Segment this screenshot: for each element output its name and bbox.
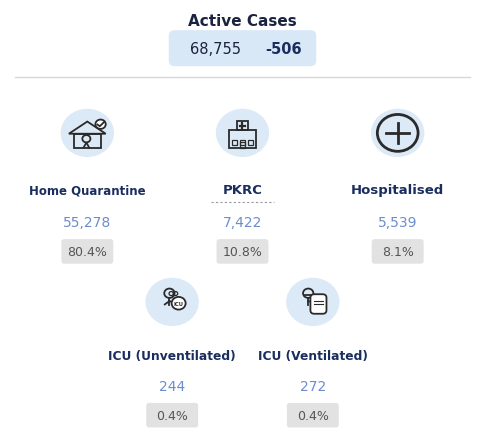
Circle shape [60, 110, 114, 158]
Text: Hospitalised: Hospitalised [350, 184, 443, 197]
Circle shape [145, 278, 198, 326]
FancyBboxPatch shape [371, 240, 423, 264]
Circle shape [215, 110, 269, 158]
Text: 8.1%: 8.1% [381, 245, 413, 258]
Text: ICU: ICU [173, 301, 183, 306]
Text: PKRC: PKRC [222, 184, 262, 197]
Circle shape [95, 120, 106, 130]
FancyBboxPatch shape [216, 240, 268, 264]
Text: 272: 272 [299, 379, 325, 393]
Text: 5,539: 5,539 [377, 215, 417, 230]
FancyBboxPatch shape [146, 403, 197, 427]
FancyBboxPatch shape [168, 31, 316, 67]
Text: 55,278: 55,278 [63, 215, 111, 230]
Text: 68,755: 68,755 [190, 42, 241, 57]
Text: 10.8%: 10.8% [222, 245, 262, 258]
Text: ICU (Ventilated): ICU (Ventilated) [257, 349, 367, 362]
Text: 7,422: 7,422 [222, 215, 262, 230]
Text: 0.4%: 0.4% [156, 409, 188, 422]
Text: -506: -506 [265, 42, 302, 57]
Circle shape [286, 278, 339, 326]
FancyBboxPatch shape [287, 403, 338, 427]
FancyBboxPatch shape [310, 295, 326, 314]
Text: ICU (Unventilated): ICU (Unventilated) [108, 349, 236, 362]
FancyBboxPatch shape [61, 240, 113, 264]
Text: Active Cases: Active Cases [188, 14, 296, 28]
Text: 0.4%: 0.4% [296, 409, 328, 422]
Text: 244: 244 [159, 379, 185, 393]
Circle shape [370, 110, 424, 158]
Text: 80.4%: 80.4% [67, 245, 107, 258]
Text: Home Quarantine: Home Quarantine [29, 184, 145, 197]
Circle shape [171, 297, 185, 310]
